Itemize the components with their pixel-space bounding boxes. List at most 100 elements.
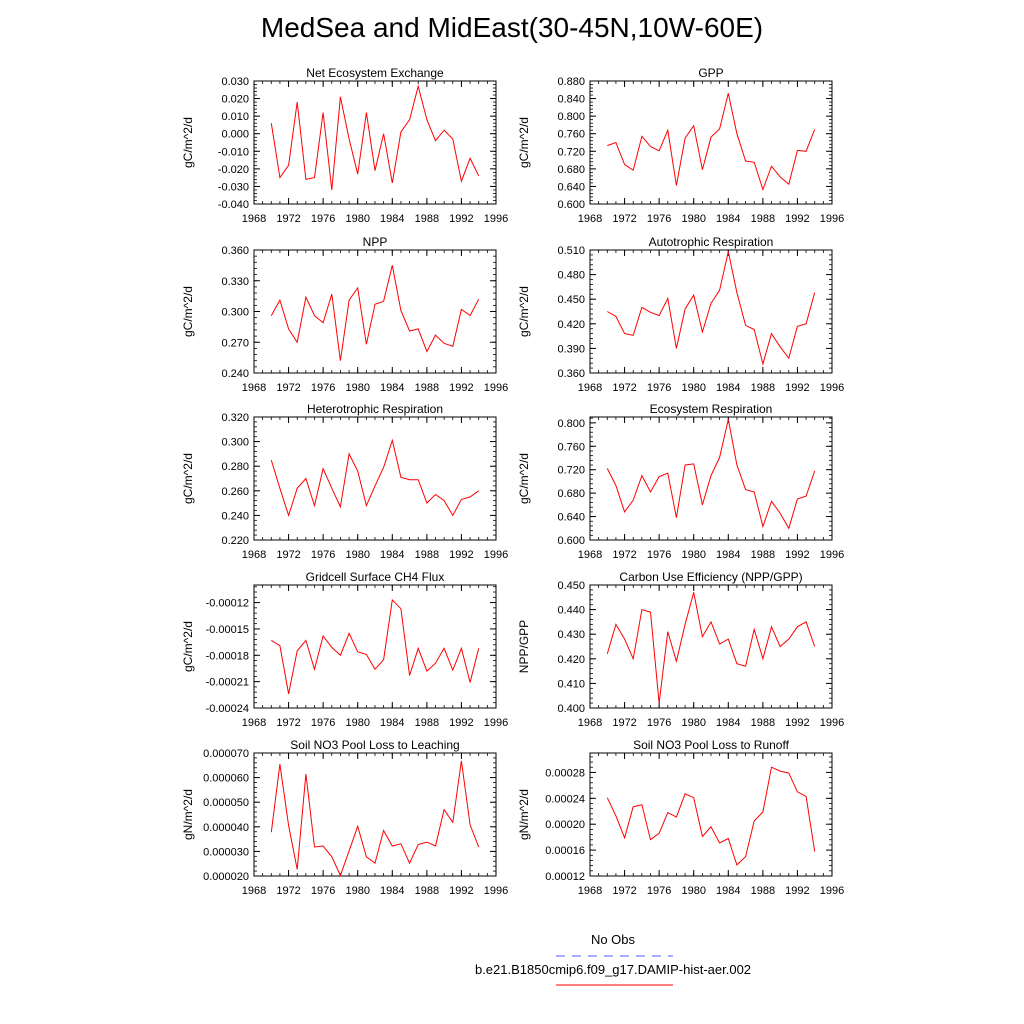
x-tick-label: 1968: [578, 717, 602, 729]
y-tick-label: 0.680: [557, 164, 585, 176]
y-axis-label: gC/m^2/d: [517, 117, 531, 168]
x-tick-label: 1996: [820, 382, 844, 394]
y-tick-label: 0.00012: [545, 871, 585, 883]
x-tick-label: 1984: [380, 717, 404, 729]
x-tick-label: 1988: [751, 213, 775, 225]
plot-frame: [589, 752, 833, 877]
x-tick-label: 1996: [820, 717, 844, 729]
series-line: [270, 265, 480, 361]
x-tick-label: 1988: [751, 885, 775, 897]
y-tick-label: 0.390: [557, 343, 585, 355]
y-tick-label: 0.240: [221, 510, 249, 522]
y-tick-label: -0.030: [218, 181, 249, 193]
y-tick-label: 0.420: [557, 654, 585, 666]
y-tick-label: 0.220: [221, 535, 249, 547]
x-tick-label: 1992: [449, 717, 473, 729]
y-tick-label: 0.020: [221, 94, 249, 106]
y-tick-label: 0.760: [557, 441, 585, 453]
y-tick-label: 0.420: [557, 319, 585, 331]
y-tick-label: 0.00020: [545, 819, 585, 831]
panel-title: Carbon Use Efficiency (NPP/GPP): [619, 570, 802, 584]
y-tick-label: 0.300: [221, 437, 249, 449]
x-tick-label: 1980: [681, 885, 705, 897]
x-tick-label: 1992: [785, 382, 809, 394]
x-tick-label: 1972: [612, 213, 636, 225]
y-tick-label: 0.480: [557, 270, 585, 282]
x-tick-label: 1996: [484, 382, 508, 394]
x-tick-label: 1980: [345, 213, 369, 225]
y-tick-label: 0.680: [557, 488, 585, 500]
x-tick-label: 1976: [311, 382, 335, 394]
plot-frame: [253, 80, 497, 205]
y-tick-label: -0.010: [218, 146, 249, 158]
y-tick-label: -0.00021: [206, 677, 249, 689]
y-tick-label: 0.00016: [545, 845, 585, 857]
x-tick-label: 1984: [716, 382, 740, 394]
panel-title: Autotrophic Respiration: [649, 235, 774, 249]
y-tick-label: 0.030: [221, 76, 249, 88]
x-tick-label: 1976: [311, 885, 335, 897]
x-tick-label: 1996: [820, 885, 844, 897]
y-axis-label: gC/m^2/d: [517, 453, 531, 504]
series-line: [270, 760, 480, 877]
y-tick-label: 0.270: [221, 337, 249, 349]
y-axis-label: gN/m^2/d: [181, 789, 195, 840]
x-tick-label: 1972: [612, 382, 636, 394]
series-line: [606, 592, 816, 704]
y-tick-label: 0.280: [221, 461, 249, 473]
x-tick-label: 1976: [647, 717, 671, 729]
x-tick-label: 1992: [449, 885, 473, 897]
y-axis-label: NPP/GPP: [517, 620, 531, 673]
x-tick-label: 1988: [415, 549, 439, 561]
y-tick-label: 0.400: [557, 703, 585, 715]
y-tick-label: 0.330: [221, 276, 249, 288]
series-line: [607, 93, 816, 192]
x-tick-label: 1992: [785, 717, 809, 729]
y-tick-label: 0.320: [221, 412, 249, 424]
x-tick-label: 1968: [242, 717, 266, 729]
panel-title: Ecosystem Respiration: [650, 402, 773, 416]
x-tick-label: 1992: [785, 213, 809, 225]
y-tick-label: 0.600: [557, 199, 585, 211]
plot-frame: [589, 416, 833, 541]
x-tick-label: 1980: [681, 382, 705, 394]
x-tick-label: 1968: [578, 885, 602, 897]
x-tick-label: 1968: [242, 382, 266, 394]
x-tick-label: 1976: [647, 549, 671, 561]
x-tick-label: 1988: [751, 382, 775, 394]
y-tick-label: 0.360: [557, 368, 585, 380]
x-tick-label: 1976: [311, 549, 335, 561]
x-tick-label: 1984: [380, 885, 404, 897]
panel-title: Soil NO3 Pool Loss to Leaching: [290, 738, 459, 752]
x-tick-label: 1996: [484, 213, 508, 225]
x-tick-label: 1968: [242, 885, 266, 897]
x-tick-label: 1984: [380, 382, 404, 394]
x-tick-label: 1988: [415, 213, 439, 225]
panel-title: Net Ecosystem Exchange: [306, 66, 444, 80]
y-axis-label: gC/m^2/d: [181, 286, 195, 337]
x-tick-label: 1988: [751, 549, 775, 561]
plot-frame: [253, 416, 497, 541]
y-tick-label: 0.800: [557, 418, 585, 430]
x-tick-label: 1968: [578, 213, 602, 225]
y-tick-label: 0.410: [557, 678, 585, 690]
y-tick-label: 0.760: [557, 129, 585, 141]
x-tick-label: 1980: [681, 717, 705, 729]
y-tick-label: 0.00024: [545, 793, 585, 805]
legend-label-obs: No Obs: [590, 932, 636, 947]
y-tick-label: 0.000070: [203, 748, 249, 760]
y-tick-label: 0.450: [557, 580, 585, 592]
x-tick-label: 1972: [612, 717, 636, 729]
x-tick-label: 1980: [681, 213, 705, 225]
figure-title: MedSea and MidEast(30-45N,10W-60E): [260, 12, 764, 43]
y-tick-label: 0.880: [557, 76, 585, 88]
y-tick-label: -0.00024: [206, 703, 249, 715]
y-tick-label: 0.000020: [203, 871, 249, 883]
y-tick-label: -0.00018: [206, 650, 249, 662]
y-tick-label: 0.840: [557, 94, 585, 106]
y-tick-label: 0.000060: [203, 773, 249, 785]
x-tick-label: 1980: [681, 549, 705, 561]
y-tick-label: 0.720: [557, 465, 585, 477]
y-tick-label: 0.640: [557, 181, 585, 193]
x-tick-label: 1980: [345, 717, 369, 729]
